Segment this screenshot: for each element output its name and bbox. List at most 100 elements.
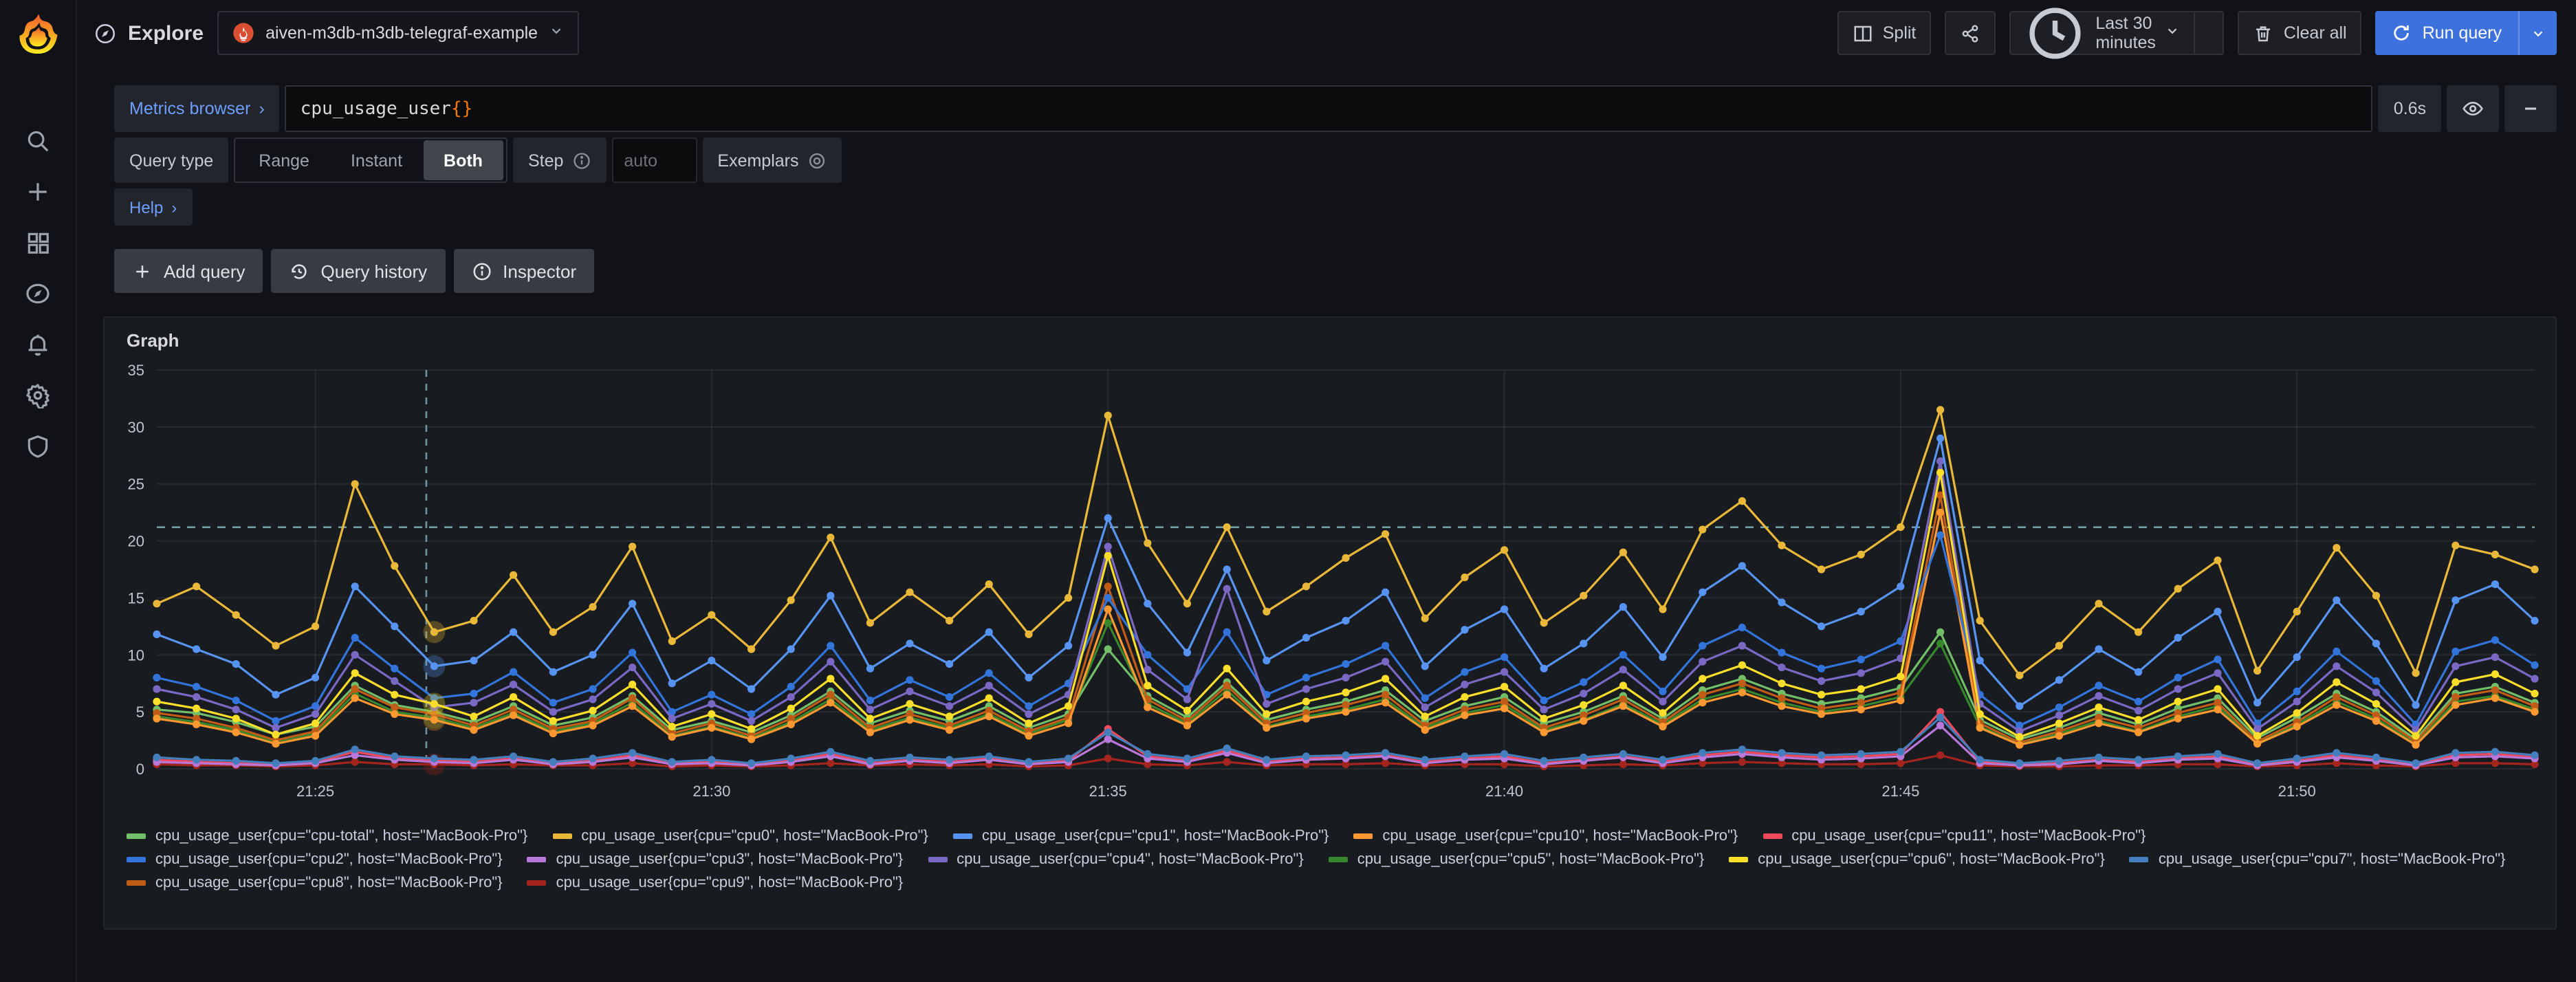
help-label: Help [129, 197, 164, 217]
run-query-dropdown-caret[interactable] [2518, 11, 2557, 55]
add-icon[interactable] [10, 175, 65, 208]
toggle-query-visibility-button[interactable] [2447, 85, 2499, 132]
metrics-browser-button[interactable]: Metrics browser › [114, 85, 280, 132]
query-type-selector: Range Instant Both [234, 138, 507, 183]
clear-all-label: Clear all [2283, 23, 2347, 43]
run-query-button-group: Run query [2375, 11, 2557, 55]
graph-panel: Graph 0 5 10 15 20 25 30 35 21:25 21:30 21:35 21:40… [103, 316, 2557, 930]
share-button[interactable] [1945, 11, 1996, 55]
legend-item[interactable]: cpu_usage_user{cpu="cpu3", host="MacBook… [527, 851, 903, 868]
chart-area: 0 5 10 15 20 25 30 35 21:25 21:30 21:35 21:40 21:45 2… [105, 353, 2555, 822]
legend-label: cpu_usage_user{cpu="cpu6", host="MacBook… [1758, 851, 2105, 868]
metrics-browser-label: Metrics browser [129, 99, 251, 118]
legend-item[interactable]: cpu_usage_user{cpu="cpu7", host="MacBook… [2129, 851, 2506, 868]
search-icon[interactable] [10, 124, 65, 157]
query-type-option-instant[interactable]: Instant [350, 151, 403, 170]
legend-item[interactable]: cpu_usage_user{cpu="cpu8", host="MacBook… [127, 875, 503, 891]
step-label: Step [527, 151, 564, 170]
history-icon [292, 263, 307, 279]
svg-text:15: 15 [128, 589, 144, 607]
info-circle-icon[interactable] [571, 151, 591, 170]
svg-text:21:30: 21:30 [692, 783, 730, 800]
run-query-label: Run query [2422, 23, 2502, 43]
zoom-out-time-button[interactable] [2194, 12, 2223, 54]
chevron-right-icon: › [259, 99, 265, 118]
exemplars-label: Exemplars [717, 151, 799, 170]
query-type-option-both[interactable]: Both [423, 140, 503, 180]
svg-text:25: 25 [128, 476, 144, 493]
info-circle-icon [472, 262, 490, 280]
chevron-right-icon: › [171, 197, 177, 217]
inspector-button[interactable]: Inspector [453, 249, 595, 293]
query-history-button[interactable]: Query history [271, 249, 446, 293]
remove-query-button[interactable] [2504, 85, 2557, 132]
configuration-gear-icon[interactable] [10, 378, 65, 411]
chevron-down-icon [2533, 30, 2543, 36]
legend-swatch-icon [127, 880, 146, 886]
legend-swatch-icon [127, 833, 146, 839]
datasource-picker[interactable]: aiven-m3db-m3db-telegraf-example [217, 11, 580, 55]
clear-all-button[interactable]: Clear all [2238, 11, 2362, 55]
legend-label: cpu_usage_user{cpu="cpu9", host="MacBook… [556, 875, 904, 891]
time-series-chart[interactable]: 0 5 10 15 20 25 30 35 21:25 21:30 21:35 21:40 21:45 2… [116, 356, 2544, 816]
legend-item[interactable]: cpu_usage_user{cpu="cpu0", host="MacBook… [552, 828, 928, 844]
clock-icon [2029, 7, 2081, 59]
split-pane-icon [1854, 25, 1872, 41]
svg-text:30: 30 [128, 419, 144, 436]
legend-swatch-icon [1729, 857, 1749, 862]
legend-item[interactable]: cpu_usage_user{cpu="cpu1", host="MacBook… [952, 828, 1329, 844]
explore-toolbar: Explore aiven-m3db-m3db-telegraf-example… [77, 0, 2576, 66]
legend-item[interactable]: cpu_usage_user{cpu="cpu11", host="MacBoo… [1762, 828, 2146, 844]
run-query-button[interactable]: Run query [2376, 11, 2518, 55]
sidebar [0, 0, 77, 982]
chevron-down-icon [549, 21, 564, 45]
legend-label: cpu_usage_user{cpu="cpu-total", host="Ma… [155, 828, 528, 844]
legend-swatch-icon [527, 880, 547, 886]
time-range-picker[interactable]: Last 30 minutes [2011, 7, 2194, 59]
help-button[interactable]: Help › [114, 188, 193, 226]
svg-text:20: 20 [128, 533, 144, 550]
step-option: Step [512, 138, 607, 183]
explore-compass-icon[interactable] [10, 276, 65, 309]
legend-item[interactable]: cpu_usage_user{cpu="cpu2", host="MacBook… [127, 851, 503, 868]
query-type-option-range[interactable]: Range [259, 151, 309, 170]
alerting-bell-icon[interactable] [10, 327, 65, 360]
query-expression-input[interactable]: cpu_usage_user{} [285, 85, 2373, 132]
legend-swatch-icon [952, 833, 972, 839]
secondary-actions: Add query Query history Inspector [114, 249, 2557, 293]
time-range-label: Last 30 minutes [2095, 14, 2156, 52]
exemplars-toggle-icon[interactable] [807, 151, 827, 170]
eye-icon [2463, 101, 2483, 116]
split-button[interactable]: Split [1837, 11, 1932, 55]
legend-item[interactable]: cpu_usage_user{cpu="cpu10", host="MacBoo… [1353, 828, 1738, 844]
admin-shield-icon[interactable] [10, 429, 65, 462]
legend-item[interactable]: cpu_usage_user{cpu="cpu-total", host="Ma… [127, 828, 527, 844]
legend-item[interactable]: cpu_usage_user{cpu="cpu9", host="MacBook… [527, 875, 904, 891]
step-placeholder: auto [624, 151, 658, 170]
query-exec-time-badge: 0.6s [2378, 85, 2441, 132]
legend-swatch-icon [127, 857, 146, 862]
legend-swatch-icon [552, 833, 572, 839]
svg-text:35: 35 [128, 362, 144, 379]
dashboards-icon[interactable] [10, 226, 65, 259]
add-query-button[interactable]: Add query [114, 249, 263, 293]
query-expression-braces: {} [450, 98, 473, 119]
page-title-label: Explore [128, 21, 204, 45]
legend-item[interactable]: cpu_usage_user{cpu="cpu4", host="MacBook… [928, 851, 1304, 868]
grafana-logo-icon[interactable] [0, 0, 76, 66]
panel-title: Graph [127, 330, 179, 351]
legend-swatch-icon [2129, 857, 2149, 862]
step-input[interactable]: auto [611, 138, 697, 183]
legend-label: cpu_usage_user{cpu="cpu7", host="MacBook… [2158, 851, 2506, 868]
exemplars-option: Exemplars [702, 138, 842, 183]
sync-icon [2394, 25, 2410, 41]
chart-legend: cpu_usage_user{cpu="cpu-total", host="Ma… [105, 822, 2555, 902]
legend-item[interactable]: cpu_usage_user{cpu="cpu5", host="MacBook… [1328, 851, 1705, 868]
share-icon [1963, 24, 1978, 42]
legend-label: cpu_usage_user{cpu="cpu5", host="MacBook… [1357, 851, 1705, 868]
inspector-label: Inspector [503, 261, 577, 281]
svg-text:21:35: 21:35 [1089, 783, 1127, 800]
svg-text:0: 0 [136, 761, 144, 778]
legend-item[interactable]: cpu_usage_user{cpu="cpu6", host="MacBook… [1729, 851, 2105, 868]
